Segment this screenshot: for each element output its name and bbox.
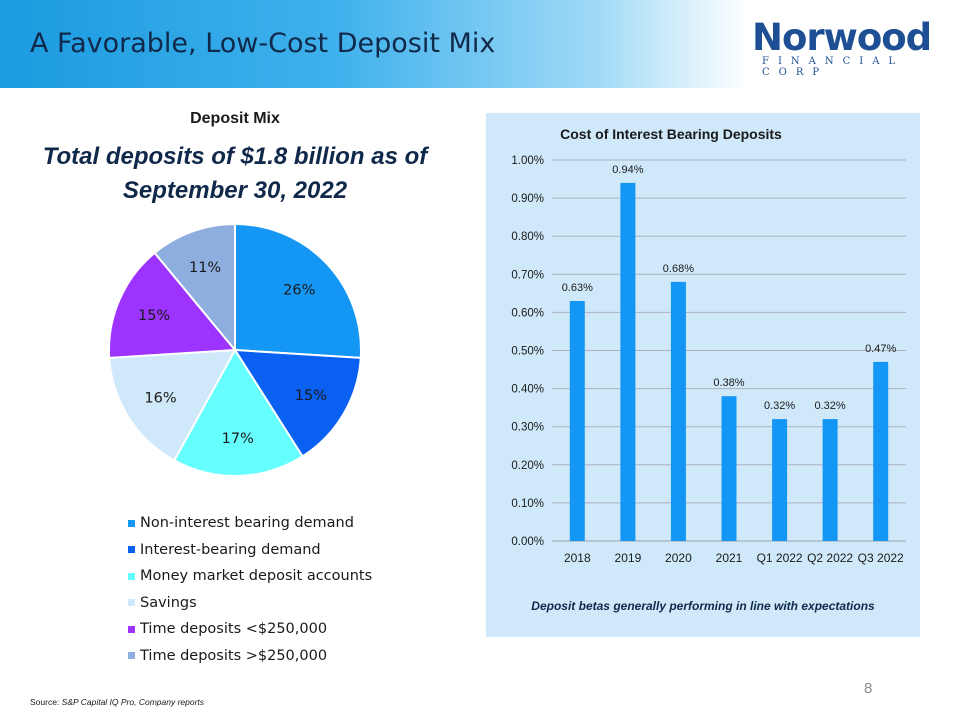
y-tick-label: 0.50% <box>511 346 544 358</box>
legend-item-time-deposits-250-000: Time deposits >$250,000 <box>128 643 372 670</box>
legend-item-money-market-deposit-accounts: Money market deposit accounts <box>128 563 372 590</box>
pie-label-interest-bearing-demand: 15% <box>295 388 327 404</box>
y-tick-label: 0.40% <box>511 384 544 396</box>
legend-swatch <box>128 572 135 580</box>
y-tick-label: 0.60% <box>511 307 544 319</box>
pie-slice-time-deposits-250-000 <box>153 222 236 353</box>
legend-swatch <box>128 599 135 607</box>
deposit-mix-pie-chart: 26% 15% 17% 16% 15% 11% <box>108 222 362 477</box>
pie-slice-non-interest-bearing-demand <box>234 222 362 359</box>
pie-slice-money-market-deposit-accounts <box>172 348 304 477</box>
legend-swatch <box>128 546 135 554</box>
legend-label: Non-interest bearing demand <box>140 515 354 532</box>
data-label-2018: 0.63% <box>562 282 593 294</box>
y-tick-label: 0.30% <box>511 422 544 434</box>
x-tick-label: Q3 2022 <box>858 551 904 565</box>
bar-2019 <box>620 182 636 541</box>
legend-item-time-deposits-250-000: Time deposits <$250,000 <box>128 616 372 643</box>
cost-chart-panel: Cost of Interest Bearing Deposits 0.00% 0.… <box>486 113 920 637</box>
y-tick-label: 0.80% <box>511 231 544 243</box>
cost-of-deposits-bar-chart: Cost of Interest Bearing Deposits 0.00% 0.… <box>511 126 906 565</box>
norwood-logo: Norwood FINANCIAL CORP <box>752 16 944 78</box>
x-tick-label: 2019 <box>615 551 642 565</box>
slide-title: A Favorable, Low-Cost Deposit Mix <box>30 28 496 59</box>
deposit-mix-subtitle-line2: September 30, 2022 <box>122 177 348 204</box>
legend-label: Money market deposit accounts <box>140 568 373 585</box>
bar-q3-2022 <box>873 361 889 541</box>
bar-2020 <box>670 281 686 541</box>
deposit-mix-title: Deposit Mix <box>190 110 280 127</box>
data-label-q1-2022: 0.32% <box>764 400 795 412</box>
legend-label: Time deposits <$250,000 <box>140 621 328 638</box>
y-tick-label: 0.90% <box>511 193 544 205</box>
bar-2021 <box>721 396 737 541</box>
x-tick-label: 2021 <box>716 551 743 565</box>
deposit-mix-subtitle-line1: Total deposits of $1.8 billion as of <box>42 143 428 170</box>
pie-label-time-deposits-250-000: 15% <box>138 308 170 324</box>
legend-swatch <box>128 519 135 527</box>
source-note: Source: S&P Capital IQ Pro, Company repo… <box>30 697 204 707</box>
y-tick-label: 0.00% <box>511 536 544 548</box>
header-banner: A Favorable, Low-Cost Deposit Mix Norwoo… <box>0 0 960 88</box>
legend-item-non-interest-bearing-demand: Non-interest bearing demand <box>128 510 372 537</box>
pie-slice-interest-bearing-demand <box>233 348 362 458</box>
data-label-q3-2022: 0.47% <box>865 343 896 355</box>
legend-swatch <box>128 652 135 660</box>
pie-label-savings: 16% <box>144 390 176 406</box>
x-tick-label: 2020 <box>665 551 692 565</box>
legend-label: Interest-bearing demand <box>140 541 321 558</box>
legend-item-savings: Savings <box>128 590 372 617</box>
x-tick-label: Q2 2022 <box>807 551 853 565</box>
y-tick-label: 1.00% <box>511 155 544 167</box>
legend-swatch <box>128 625 135 633</box>
source-label: Source: <box>30 697 60 707</box>
y-tick-label: 0.20% <box>511 460 544 472</box>
data-label-2019: 0.94% <box>612 164 643 176</box>
source-text: S&P Capital IQ Pro, Company reports <box>61 697 205 707</box>
pie-legend: Non-interest bearing demand Interest-bear… <box>128 510 372 669</box>
page-number: 8 <box>864 680 873 697</box>
chart-footnote: Deposit betas generally performing in li… <box>531 599 875 613</box>
x-tick-label: Q1 2022 <box>757 551 803 565</box>
pie-slice-time-deposits-250-000 <box>108 251 238 359</box>
bar-2018 <box>569 301 585 541</box>
pie-slice-savings <box>108 348 237 462</box>
pie-label-money-market-deposit-accounts: 17% <box>222 431 254 447</box>
bar-chart-title: Cost of Interest Bearing Deposits <box>560 126 782 142</box>
deposit-mix-subtitle: Total deposits of $1.8 billion as of Sep… <box>30 140 440 208</box>
logo-subtitle: FINANCIAL CORP <box>762 56 905 78</box>
data-label-2020: 0.68% <box>663 263 694 275</box>
pie-label-time-deposits-250-000: 11% <box>189 260 221 276</box>
legend-label: Time deposits >$250,000 <box>140 647 328 664</box>
data-label-2021: 0.38% <box>713 377 744 389</box>
logo-wordmark: Norwood <box>752 16 932 59</box>
y-tick-label: 0.70% <box>511 269 544 281</box>
legend-label: Savings <box>140 594 197 611</box>
bar-q2-2022 <box>822 419 838 541</box>
pie-label-non-interest-bearing-demand: 26% <box>283 283 315 299</box>
y-tick-label: 0.10% <box>511 498 544 510</box>
data-label-q2-2022: 0.32% <box>814 400 845 412</box>
bar-q1-2022 <box>772 419 788 541</box>
x-tick-label: 2018 <box>564 551 591 565</box>
legend-item-interest-bearing-demand: Interest-bearing demand <box>128 537 372 564</box>
